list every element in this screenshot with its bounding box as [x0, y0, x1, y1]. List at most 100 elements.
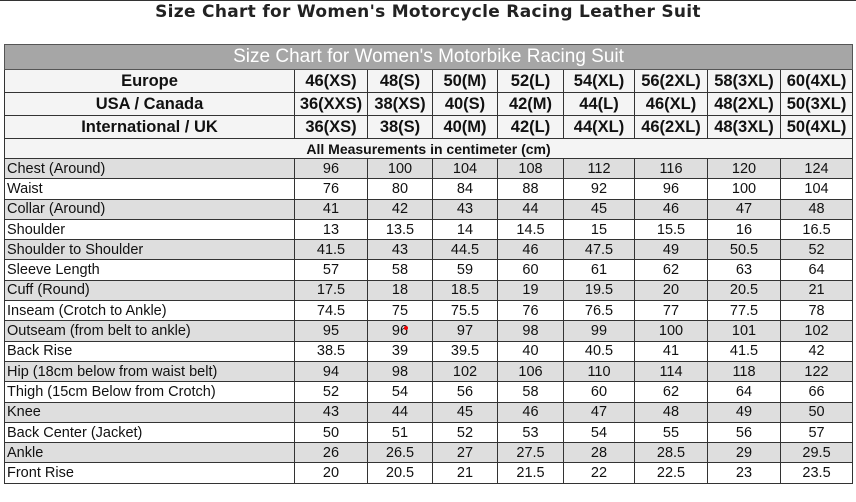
- value-text: 100: [731, 180, 757, 197]
- measurement-value: 18.5: [432, 279, 498, 302]
- measurement-value: 49: [707, 401, 781, 423]
- size-cell: 36(XS): [294, 115, 368, 139]
- unit-note: All Measurements in centimeter (cm): [3, 138, 854, 159]
- measurement-value: 46: [634, 198, 708, 220]
- measurement-value: 44: [497, 198, 564, 220]
- size-cell: 46(XS): [294, 69, 368, 93]
- measurement-value: 76: [497, 300, 564, 322]
- measurement-value: 62: [634, 259, 708, 281]
- size-chart-table: Size Chart for Women's Motorbike Racing …: [3, 44, 854, 484]
- measurement-value: 84: [432, 178, 498, 200]
- measurement-value: 97: [432, 320, 498, 342]
- measurement-value: 74.5: [294, 300, 368, 322]
- table-row: Chest (Around) 96 100 104 108 112 116 120 124: [4, 157, 854, 180]
- measurement-value: 51: [367, 421, 433, 444]
- measurement-value: 41.5: [707, 340, 781, 362]
- value-text: 44: [391, 404, 409, 421]
- value-text: 46: [522, 404, 539, 421]
- measurement-value: 41.5: [294, 239, 368, 261]
- measurement-value: 20.5: [707, 279, 781, 302]
- measurement-value: 104: [432, 157, 498, 180]
- measurement-value: 61: [563, 259, 635, 281]
- value-text: 20: [662, 282, 680, 299]
- value-text: 29: [735, 444, 753, 461]
- size-cell: 48(2XL): [707, 92, 781, 116]
- value-text: 94: [322, 363, 340, 380]
- value-text: 20.5: [729, 282, 759, 299]
- measurement-label: Back Rise: [4, 340, 295, 362]
- value-text: 78: [808, 302, 825, 319]
- value-text: 95: [322, 323, 340, 340]
- size-cell: 54(XL): [563, 69, 635, 93]
- value-text: 101: [731, 323, 757, 340]
- size-cell: 46(XL): [634, 92, 708, 116]
- value-text: 18: [391, 282, 409, 299]
- measurement-value: 42: [367, 198, 433, 220]
- measurement-value: 57: [779, 421, 854, 444]
- value-text: 22.5: [656, 465, 686, 482]
- value-text: 39.5: [450, 343, 480, 360]
- measurement-value: 47: [707, 198, 781, 220]
- measurement-value: 102: [779, 320, 854, 342]
- value-text: 51: [391, 424, 409, 441]
- measurement-value: 18: [367, 279, 433, 302]
- measurement-value: 27: [432, 442, 498, 464]
- measurement-value: 22.5: [634, 462, 708, 484]
- measurement-value: 43: [432, 198, 498, 220]
- value-text: 118: [732, 363, 756, 380]
- value-text: 48: [808, 201, 825, 218]
- value-text: 60: [590, 383, 608, 400]
- measurement-value: 110: [563, 360, 635, 383]
- value-text: 41.5: [729, 343, 759, 360]
- value-text: 46: [662, 201, 680, 218]
- value-text: 47: [735, 201, 753, 218]
- measurement-value: 120: [707, 157, 781, 180]
- measurement-value: 23.5: [779, 462, 854, 484]
- value-text: 44.5: [450, 241, 480, 258]
- value-text: 22: [590, 465, 608, 482]
- measurement-value: 96: [294, 157, 368, 180]
- measurement-value: 39: [367, 340, 433, 362]
- measurement-value: 98: [497, 320, 564, 342]
- size-cell: 60(4XL): [779, 69, 854, 93]
- value-text: 66: [808, 383, 825, 400]
- size-cell: 42(M): [497, 92, 564, 116]
- value-text: 88: [522, 180, 539, 197]
- value-text: 14: [456, 221, 474, 238]
- measurement-value: 50.5: [707, 239, 781, 261]
- size-cell: 50(M): [432, 69, 498, 93]
- measurement-value: 63: [707, 259, 781, 281]
- measurement-value: 26.5: [367, 442, 433, 464]
- value-text: 108: [518, 160, 543, 177]
- value-text: 92: [590, 180, 608, 197]
- measurement-label: Cuff (Round): [4, 279, 295, 302]
- size-header-row: USA / Canada 36(XXS) 38(XS) 40(S) 42(M) 44(L)…: [4, 92, 854, 116]
- value-text: 116: [659, 160, 683, 177]
- measurement-value: 14.5: [497, 218, 564, 241]
- value-text: 59: [456, 262, 474, 279]
- table-row: Shoulder 13 13.5 14 14.5 15 15.5 16 16.5: [4, 218, 854, 241]
- value-text: 39: [391, 343, 409, 360]
- size-header-row: Europe 46(XS) 48(S) 50(M) 52(L) 54(XL) 56(2XL)…: [4, 69, 854, 93]
- measurement-value: 53: [497, 421, 564, 444]
- value-text: 48: [662, 404, 680, 421]
- measurement-value: 56: [432, 381, 498, 403]
- measurement-value: 44.5: [432, 239, 498, 261]
- measurement-value: 21: [432, 462, 498, 484]
- measurement-value: 64: [779, 259, 854, 281]
- measurement-label: Chest (Around): [4, 157, 295, 180]
- measurement-value: 122: [779, 360, 854, 383]
- value-text: 61: [590, 262, 608, 279]
- size-cell: 44(XL): [563, 115, 635, 139]
- value-text: 26.5: [385, 444, 415, 461]
- size-cell: 42(L): [497, 115, 564, 139]
- measurement-value: 50: [294, 421, 368, 444]
- measurement-value: 95: [294, 320, 368, 342]
- measurement-value: 48: [634, 401, 708, 423]
- measurement-value: 100: [707, 178, 781, 200]
- measurement-value: 54: [563, 421, 635, 444]
- measurement-value: 112: [563, 157, 635, 180]
- measurement-label: Knee: [4, 401, 295, 423]
- table-row: Back Rise 38.5 39 39.5 40 40.5 41 41.5 42: [4, 340, 854, 362]
- value-text: 98: [391, 363, 409, 380]
